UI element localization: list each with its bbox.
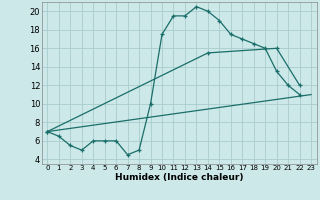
X-axis label: Humidex (Indice chaleur): Humidex (Indice chaleur) [115, 173, 244, 182]
